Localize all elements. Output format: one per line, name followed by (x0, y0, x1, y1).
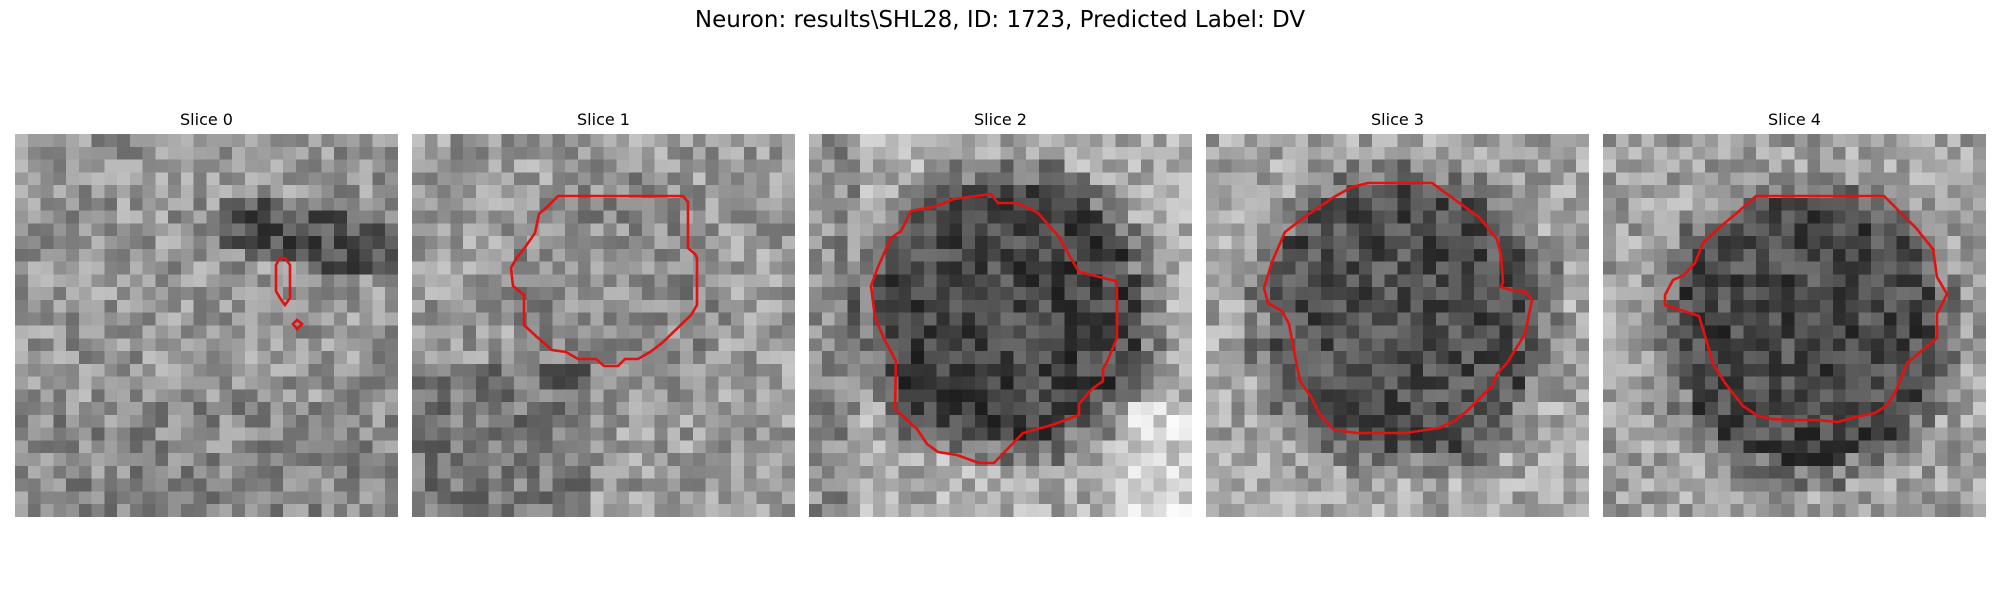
slice-panel-3 (1206, 134, 1589, 517)
slice-title-2: Slice 2 (974, 110, 1027, 129)
slice-title-3: Slice 3 (1371, 110, 1424, 129)
slice-contour-overlay-2 (869, 192, 1119, 465)
contour-2 (869, 192, 1119, 465)
slice-panel-1 (412, 134, 795, 517)
slice-image-4 (1603, 134, 1986, 517)
slice-title-0: Slice 0 (180, 110, 233, 129)
slice-image-3 (1206, 134, 1589, 517)
contour-4 (1663, 194, 1949, 424)
slice-image-2 (809, 134, 1192, 517)
slice-panel-0 (15, 134, 398, 517)
slice-title-4: Slice 4 (1768, 110, 1821, 129)
slice-title-1: Slice 1 (577, 110, 630, 129)
slice-contour-overlay-4 (1663, 194, 1949, 424)
slice-contour-overlay-0 (274, 256, 304, 331)
slice-panel-2 (809, 134, 1192, 517)
contour-small-0a (274, 256, 292, 308)
slice-contour-overlay-3 (1262, 181, 1534, 435)
slice-contour-overlay-1 (509, 194, 699, 368)
contour-3 (1262, 181, 1534, 435)
slice-image-0 (15, 134, 398, 517)
slice-image-1 (412, 134, 795, 517)
figure-title: Neuron: results\SHL28, ID: 1723, Predict… (694, 7, 1306, 33)
contour-small-0b (291, 318, 304, 331)
slice-panel-4 (1603, 134, 1986, 517)
contour-1 (509, 194, 699, 368)
